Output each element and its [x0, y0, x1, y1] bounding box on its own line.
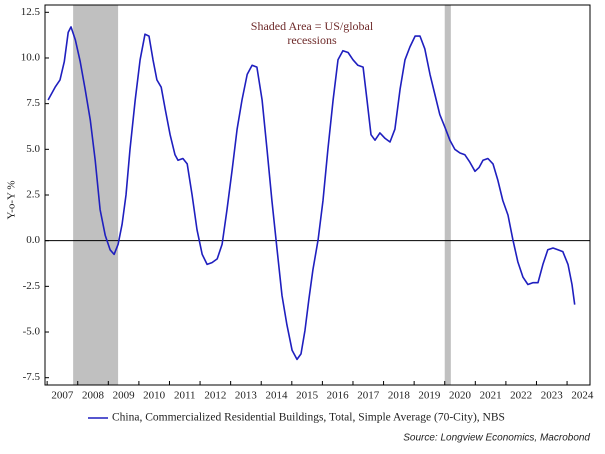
- x-tick-label: 2024: [571, 390, 594, 402]
- y-tick-label: 2.5: [26, 189, 40, 201]
- y-tick-label: -7.5: [23, 371, 41, 383]
- y-axis-label: Y-o-Y %: [6, 181, 18, 220]
- x-tick-label: 2020: [449, 390, 472, 402]
- x-tick-label: 2008: [82, 390, 105, 402]
- x-tick-label: 2010: [143, 390, 166, 402]
- x-tick-label: 2009: [113, 390, 136, 402]
- x-tick-label: 2015: [296, 390, 319, 402]
- y-tick-label: -2.5: [23, 280, 41, 292]
- annotation: recessions: [287, 33, 337, 47]
- x-tick-label: 2018: [388, 390, 411, 402]
- x-tick-label: 2019: [418, 390, 441, 402]
- annotation: Shaded Area = US/global: [251, 19, 374, 33]
- y-tick-label: 5.0: [26, 143, 40, 155]
- y-tick-label: 10.0: [21, 52, 41, 64]
- x-tick-label: 2016: [327, 390, 350, 402]
- y-tick-label: 7.5: [26, 97, 40, 109]
- x-tick-label: 2007: [51, 390, 74, 402]
- series-line: [47, 26, 576, 361]
- legend-label: China, Commercialized Residential Buildi…: [112, 412, 505, 424]
- source: Source: Longview Economics, Macrobond: [403, 433, 590, 444]
- x-tick-label: 2013: [235, 390, 258, 402]
- x-tick-label: 2012: [204, 390, 226, 402]
- x-tick-label: 2017: [357, 390, 380, 402]
- x-tick-label: 2022: [510, 390, 532, 402]
- x-tick-label: 2011: [174, 390, 196, 402]
- recession-shade: [444, 5, 451, 385]
- y-tick-label: -5.0: [23, 326, 41, 338]
- y-tick-label: 12.5: [21, 6, 41, 18]
- x-tick-label: 2021: [480, 390, 502, 402]
- x-tick-label: 2023: [541, 390, 564, 402]
- y-tick-label: 0.0: [26, 234, 40, 246]
- x-tick-label: 2014: [266, 390, 289, 402]
